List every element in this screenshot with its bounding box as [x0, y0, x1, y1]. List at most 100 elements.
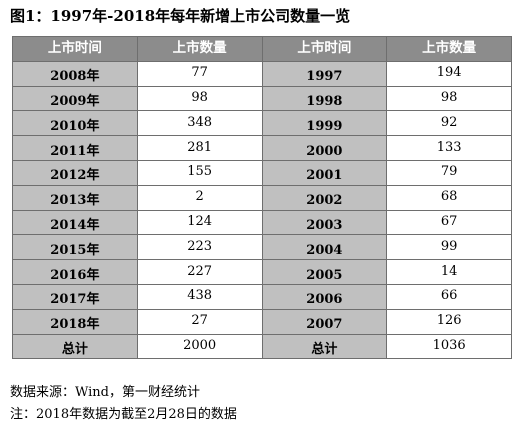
listing-year-left: 2016年: [12, 259, 138, 285]
listing-count-right-text: 99: [440, 238, 458, 254]
listing-year-right: 2006: [261, 283, 388, 310]
listing-count-left-text: 98: [191, 89, 208, 105]
listing-year-right-text: 1998: [306, 93, 343, 109]
figure-title: 图1：1997年-2018年每年新增上市公司数量一览: [10, 7, 351, 25]
listing-year-left-text: 2013年: [50, 193, 100, 209]
listing-year-right-text: 2004: [306, 242, 343, 258]
header-listing-time-right: 上市时间: [261, 36, 388, 62]
listing-year-left: 2012年: [12, 159, 138, 186]
table-header-row: 上市时间 上市数量 上市时间 上市数量: [12, 36, 512, 62]
listing-year-left-text: 2014年: [50, 217, 100, 233]
table-row: 2016年 227 2005 14: [12, 259, 512, 285]
listing-year-right: 2005: [261, 259, 388, 285]
listing-year-right-text: 2002: [306, 193, 343, 209]
table-row: 2017年 438 2006 66: [12, 283, 512, 310]
listing-count-left-text: 77: [191, 65, 208, 81]
listing-count-right: 98: [386, 85, 512, 112]
listing-count-left: 98: [136, 85, 263, 112]
listing-year-left-text: 2015年: [50, 242, 100, 258]
footnotes: 数据来源：Wind，第一财经统计 注：2018年数据为截至2月28日的数据: [10, 382, 237, 426]
listing-year-right-text: 1999: [306, 118, 343, 134]
listing-count-left: 124: [136, 209, 263, 236]
listing-year-right: 2000: [261, 135, 388, 161]
listing-count-right: 126: [386, 308, 512, 335]
listing-count-left: 27: [136, 308, 263, 335]
listing-year-left-text: 2010年: [50, 118, 100, 134]
listing-year-right: 2001: [261, 159, 388, 186]
listing-year-left-text: 2008年: [50, 69, 100, 85]
listing-count-right: 99: [386, 234, 512, 261]
listing-count-left-text: 155: [187, 164, 213, 180]
total-count-left-text: 2000: [183, 337, 217, 353]
table-row: 2008年 77 1997 194: [12, 60, 512, 87]
table-row: 2014年 124 2003 67: [12, 209, 512, 236]
listing-year-left-text: 2018年: [50, 317, 100, 333]
listing-year-left: 2018年: [12, 308, 138, 335]
listing-count-right: 68: [386, 184, 512, 211]
listing-count-left: 223: [136, 234, 263, 261]
table-total-row: 总计 2000 总计 1036: [12, 333, 512, 360]
listing-count-right-text: 66: [440, 288, 458, 304]
listing-year-right-text: 1997: [306, 69, 343, 85]
listing-count-right-text: 126: [436, 313, 462, 329]
listing-count-right: 14: [386, 259, 512, 285]
listing-year-left: 2011年: [12, 135, 138, 161]
table-row: 2009年 98 1998 98: [12, 85, 512, 112]
listing-count-left-text: 27: [191, 313, 208, 329]
listing-count-right: 66: [386, 283, 512, 310]
total-count-right-text: 1036: [432, 337, 466, 353]
listing-year-left-text: 2016年: [50, 267, 100, 283]
listing-year-left-text: 2009年: [50, 93, 100, 109]
listing-count-right-text: 79: [440, 164, 458, 180]
listing-count-left: 77: [136, 60, 263, 87]
listing-count-right: 79: [386, 159, 512, 186]
listing-count-right-text: 133: [436, 139, 462, 155]
header-listing-time-left: 上市时间: [12, 36, 138, 62]
listing-count-left-text: 124: [187, 213, 213, 229]
listing-count-left: 348: [136, 110, 263, 137]
listing-count-right-text: 98: [440, 89, 458, 105]
listing-year-right: 2003: [261, 209, 388, 236]
total-count-right: 1036: [386, 333, 512, 360]
ipo-count-table: 上市时间 上市数量 上市时间 上市数量 2008年 77 1997 194 2009年 9…: [12, 36, 512, 360]
listing-year-left: 2014年: [12, 209, 138, 236]
listing-count-right: 67: [386, 209, 512, 236]
listing-year-left: 2017年: [12, 283, 138, 310]
table-row: 2012年 155 2001 79: [12, 159, 512, 186]
listing-count-left-text: 223: [187, 238, 213, 254]
total-label-left: 总计: [12, 333, 138, 360]
listing-count-right: 133: [386, 135, 512, 161]
listing-year-left: 2015年: [12, 234, 138, 261]
listing-count-left: 2: [136, 184, 263, 211]
total-count-left: 2000: [136, 333, 263, 360]
total-label-right: 总计: [261, 333, 388, 360]
listing-count-left-text: 281: [187, 139, 213, 155]
total-label-right-text: 总计: [311, 341, 338, 357]
listing-count-left-text: 438: [187, 288, 213, 304]
data-source-note: 数据来源：Wind，第一财经统计: [10, 385, 200, 400]
table-body: 2008年 77 1997 194 2009年 98 1998 98 2010年 348 1999 9…: [12, 60, 512, 360]
table-row: 2018年 27 2007 126: [12, 308, 512, 335]
table-row: 2011年 281 2000 133: [12, 135, 512, 161]
listing-year-left-text: 2017年: [50, 292, 100, 308]
header-listing-count-right: 上市数量: [386, 36, 512, 62]
listing-year-right: 1998: [261, 85, 388, 112]
listing-year-right: 1999: [261, 110, 388, 137]
table-row: 2015年 223 2004 99: [12, 234, 512, 261]
header-listing-count-left: 上市数量: [136, 36, 263, 62]
listing-year-left: 2008年: [12, 60, 138, 87]
listing-count-right: 194: [386, 60, 512, 87]
listing-count-left: 438: [136, 283, 263, 310]
listing-year-right-text: 2003: [306, 217, 343, 233]
listing-year-right: 1997: [261, 60, 388, 87]
listing-year-left-text: 2011年: [50, 143, 100, 159]
listing-count-left: 155: [136, 159, 263, 186]
listing-year-left: 2009年: [12, 85, 138, 112]
listing-count-left-text: 227: [187, 263, 213, 279]
date-cutoff-note: 注：2018年数据为截至2月28日的数据: [10, 407, 237, 422]
table-row: 2010年 348 1999 92: [12, 110, 512, 137]
listing-count-left-text: 2: [195, 189, 204, 205]
listing-count-right-text: 14: [440, 263, 458, 279]
listing-year-right: 2007: [261, 308, 388, 335]
listing-count-right: 92: [386, 110, 512, 137]
